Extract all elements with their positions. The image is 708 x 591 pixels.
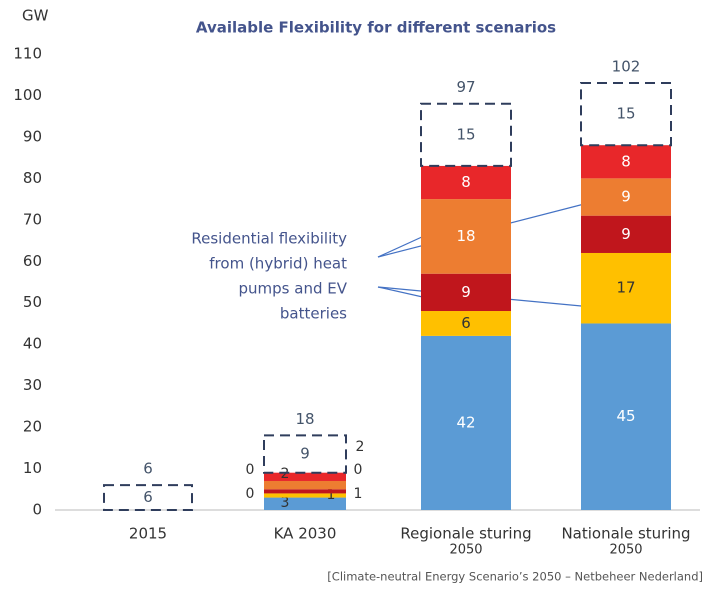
y-tick-label: 70 <box>23 210 42 228</box>
annotation: batteries <box>280 305 347 323</box>
bar-segment <box>581 252 671 324</box>
y-tick-label: 10 <box>23 459 42 477</box>
data-label: 9 <box>621 225 631 243</box>
chart-title: Available Flexibility for different scen… <box>196 19 556 37</box>
data-label: 17 <box>616 279 635 297</box>
bar-segment <box>264 497 346 510</box>
bar-segment <box>264 493 346 498</box>
x-tick-label: 2050 <box>609 543 642 558</box>
y-tick-label: 0 <box>32 501 42 519</box>
data-label: 15 <box>456 125 475 143</box>
data-label: 1 <box>327 487 336 503</box>
data-label: 18 <box>456 227 475 245</box>
data-label: 15 <box>616 105 635 123</box>
data-label: 45 <box>616 407 635 425</box>
y-tick-label: 80 <box>23 169 42 187</box>
bar-segment <box>421 335 511 510</box>
total-label: 97 <box>456 78 475 96</box>
x-tick-label: 2050 <box>449 543 482 558</box>
bar-segment <box>581 323 671 510</box>
y-tick-label: 110 <box>13 45 42 63</box>
bar-segment <box>264 472 346 481</box>
bar-segment <box>263 434 347 474</box>
y-tick-label: 30 <box>23 376 42 394</box>
x-tick-label: 2015 <box>129 525 167 543</box>
data-label: 9 <box>621 188 631 206</box>
annotation: Residential flexibility <box>191 230 347 248</box>
data-label: 6 <box>461 314 471 332</box>
y-tick-label: 90 <box>23 127 42 145</box>
total-label: 6 <box>143 460 153 478</box>
total-label: 102 <box>612 58 641 76</box>
data-label: 2 <box>356 439 365 455</box>
bar-segment <box>420 102 512 167</box>
data-label: 0 <box>354 462 363 478</box>
bar-segment <box>580 82 672 147</box>
bar-segment <box>264 489 346 494</box>
annotation: pumps and EV <box>239 280 348 298</box>
total-label: 18 <box>295 410 314 428</box>
y-tick-label: 60 <box>23 252 42 270</box>
data-label: 6 <box>143 488 153 506</box>
x-tick-label: Nationale sturing <box>561 525 690 543</box>
y-axis-label: GW <box>22 7 49 25</box>
bar-segment <box>581 145 671 179</box>
data-label: 9 <box>461 283 471 301</box>
bar-segment <box>421 199 511 274</box>
data-label: 8 <box>621 152 631 170</box>
data-label: 1 <box>354 486 363 502</box>
bar-segment <box>581 215 671 253</box>
y-tick-label: 50 <box>23 293 42 311</box>
bar-segment <box>421 273 511 312</box>
data-label: 3 <box>281 495 290 511</box>
y-tick-label: 40 <box>23 335 42 353</box>
data-label: 42 <box>456 413 475 431</box>
bar-segment <box>421 311 511 336</box>
x-tick-label: KA 2030 <box>274 525 337 543</box>
x-tick-label: Regionale sturing <box>400 525 531 543</box>
y-tick-label: 20 <box>23 418 42 436</box>
source: [Climate-neutral Energy Scenario’s 2050 … <box>327 570 703 584</box>
data-label: 0 <box>246 462 255 478</box>
data-label: 2 <box>281 466 290 482</box>
data-label: 8 <box>461 173 471 191</box>
bar-segment <box>264 480 346 490</box>
bar-segment <box>421 165 511 200</box>
bar-segment <box>103 484 193 511</box>
bar-segment <box>581 178 671 216</box>
data-label: 9 <box>300 445 310 463</box>
y-tick-label: 100 <box>13 86 42 104</box>
annotation: from (hybrid) heat <box>209 255 347 273</box>
data-label: 0 <box>246 486 255 502</box>
